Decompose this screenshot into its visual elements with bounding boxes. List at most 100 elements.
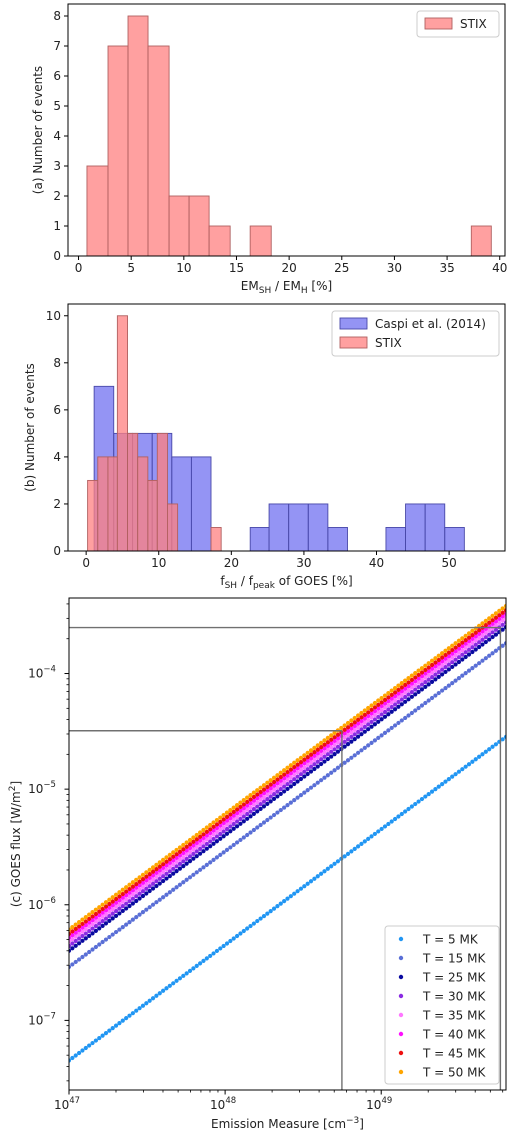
data-point: [446, 777, 451, 782]
data-point: [406, 806, 411, 812]
data-point: [285, 786, 290, 792]
data-point: [349, 739, 354, 744]
data-point: [382, 705, 388, 710]
data-point: [369, 740, 374, 745]
data-point: [416, 676, 421, 681]
x-label-subscript: SH: [225, 581, 237, 591]
data-point: [231, 936, 236, 941]
axes-frame: [67, 3, 506, 257]
data-point: [466, 639, 472, 644]
x-label-subscript: SH: [259, 286, 271, 296]
data-point: [423, 671, 428, 676]
data-point: [298, 793, 304, 798]
histogram-bar: [268, 503, 290, 552]
data-point: [392, 698, 398, 703]
data-point: [332, 730, 337, 736]
data-point: [477, 754, 482, 759]
data-point: [477, 644, 482, 650]
legend-marker: [398, 955, 404, 961]
data-point: [305, 788, 310, 793]
data-point: [224, 814, 230, 819]
data-point: [211, 828, 216, 833]
data-point: [184, 971, 189, 976]
data-point: [90, 910, 95, 915]
data-point: [382, 714, 388, 719]
data-point: [362, 720, 367, 725]
data-point: [419, 670, 425, 675]
data-point: [325, 747, 330, 753]
data-point: [80, 954, 85, 960]
data-point: [120, 899, 125, 904]
data-point: [369, 707, 374, 712]
data-point: [228, 829, 233, 834]
histogram-bar: [385, 527, 406, 552]
y-axis-label: (b) Number of events: [23, 363, 37, 492]
data-point: [130, 896, 135, 901]
data-point: [342, 731, 347, 736]
tick-exponent: −6: [43, 896, 56, 906]
data-point: [167, 852, 172, 857]
data-point: [255, 796, 260, 801]
data-point: [181, 847, 186, 852]
data-point: [460, 636, 465, 641]
data-point: [140, 893, 146, 899]
data-point: [241, 928, 246, 934]
x-label-superscript: −3: [346, 1116, 359, 1126]
data-point: [245, 795, 250, 800]
data-point: [285, 769, 290, 775]
data-point: [218, 823, 223, 828]
data-point: [392, 816, 398, 822]
data-point: [312, 750, 317, 755]
legend-label: T = 5 MK: [422, 933, 479, 947]
data-point: [251, 827, 256, 833]
data-point: [73, 1053, 78, 1058]
data-point: [473, 634, 478, 639]
data-point: [285, 765, 290, 770]
y-tick-label: 7: [53, 39, 61, 53]
data-point: [234, 807, 240, 812]
data-point: [376, 706, 381, 711]
data-point: [429, 789, 435, 794]
legend-label: STIX: [375, 336, 402, 350]
data-point: [329, 741, 334, 746]
data-point: [171, 887, 176, 892]
data-point: [302, 790, 307, 795]
data-point: [224, 941, 230, 946]
data-point: [450, 774, 455, 779]
data-point: [396, 691, 401, 696]
data-point: [325, 735, 330, 740]
data-point: [403, 809, 408, 814]
data-point: [392, 690, 398, 695]
data-point: [409, 689, 414, 695]
data-point: [470, 649, 475, 655]
data-point: [315, 874, 320, 879]
data-point: [194, 849, 199, 854]
data-point: [335, 736, 341, 741]
y-tick-label: 10−5: [28, 780, 56, 796]
data-point: [352, 727, 357, 733]
data-point: [218, 819, 223, 824]
data-point: [497, 620, 502, 626]
data-point: [312, 753, 317, 758]
data-point: [403, 678, 408, 683]
data-point: [490, 634, 495, 640]
data-point: [463, 641, 468, 646]
data-point: [325, 773, 330, 778]
data-point: [167, 890, 172, 895]
data-point: [251, 794, 256, 800]
data-point: [433, 672, 438, 677]
data-point: [490, 621, 495, 626]
data-point: [470, 759, 475, 764]
data-point: [140, 889, 146, 894]
data-point: [245, 807, 250, 812]
data-point: [423, 667, 428, 673]
histogram-bar: [107, 456, 118, 552]
data-point: [423, 794, 428, 799]
tick-exponent: −5: [43, 780, 56, 790]
data-point: [406, 688, 411, 693]
data-point: [490, 630, 495, 635]
data-point: [69, 927, 72, 932]
data-point: [403, 682, 408, 688]
data-point: [282, 768, 287, 773]
data-point: [436, 657, 441, 663]
